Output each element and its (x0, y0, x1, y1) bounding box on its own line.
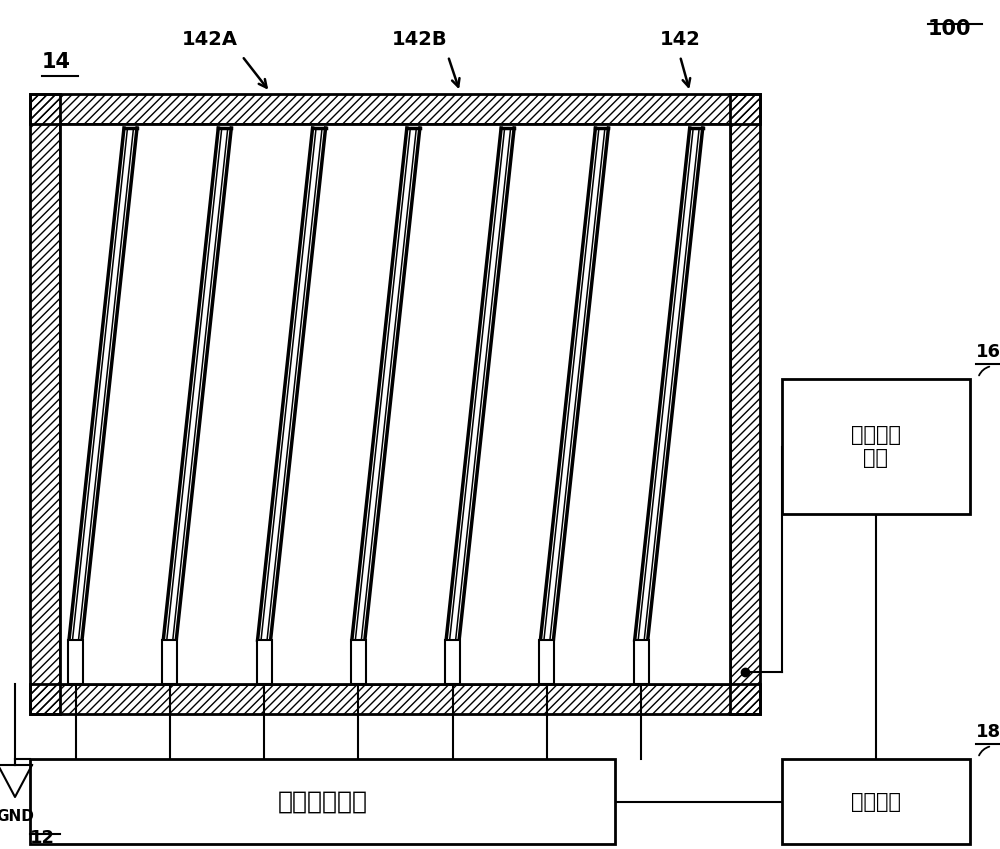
Bar (782, 379, 970, 514)
Bar (445, 640, 460, 684)
Text: 18: 18 (976, 723, 1000, 741)
Bar (60, 124, 730, 684)
Text: GND: GND (0, 809, 34, 824)
Text: 142: 142 (660, 30, 701, 49)
Bar (30, 684, 760, 714)
Bar (634, 640, 649, 684)
Text: 142B: 142B (392, 30, 448, 49)
Text: 触控感应模块: 触控感应模块 (277, 790, 367, 813)
Bar (730, 94, 760, 714)
Text: 16: 16 (976, 343, 1000, 361)
Bar (351, 640, 366, 684)
Bar (30, 94, 60, 714)
Bar (30, 94, 60, 714)
Bar (162, 640, 177, 684)
Bar (539, 640, 554, 684)
Bar (30, 759, 615, 844)
Bar (257, 640, 272, 684)
Text: 12: 12 (30, 829, 55, 847)
Text: 100: 100 (928, 19, 971, 39)
Bar (782, 759, 970, 844)
Text: 电阙测量
模块: 电阙测量 模块 (851, 424, 901, 468)
Bar (30, 684, 760, 714)
Bar (68, 640, 83, 684)
Text: 14: 14 (42, 52, 71, 72)
Text: 142A: 142A (182, 30, 238, 49)
Bar (30, 94, 760, 124)
Bar (730, 94, 760, 714)
Text: 控制模块: 控制模块 (851, 791, 901, 812)
Bar (30, 94, 760, 124)
